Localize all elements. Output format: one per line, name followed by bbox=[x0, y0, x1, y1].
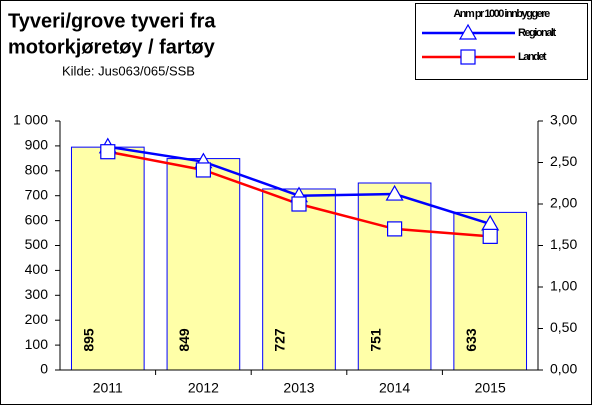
legend-label: Regionalt bbox=[518, 27, 556, 39]
y2-tick-label: 2,50 bbox=[550, 153, 577, 169]
y2-tick-label: 0,00 bbox=[550, 361, 577, 377]
bar-value-label: 751 bbox=[367, 328, 383, 352]
bar-value-label: 727 bbox=[272, 328, 288, 352]
x-tick-label: 2014 bbox=[379, 380, 410, 396]
x-tick-label: 2012 bbox=[188, 380, 219, 396]
y-tick-label: 500 bbox=[25, 236, 49, 252]
y-tick-label: 1 000 bbox=[13, 112, 48, 128]
y-tick-label: 800 bbox=[25, 162, 49, 178]
line-marker bbox=[385, 184, 404, 201]
chart-title: motorkjøretøy / fartøy bbox=[8, 36, 216, 58]
line-marker bbox=[387, 221, 403, 237]
legend-title: Anm pr 1000 innbyggere bbox=[453, 8, 550, 20]
y-tick-label: 700 bbox=[25, 186, 49, 202]
line-marker bbox=[100, 144, 116, 160]
chart-subtitle: Kilde: Jus063/065/SSB bbox=[62, 63, 195, 78]
y-tick-label: 200 bbox=[25, 311, 49, 327]
y2-tick-label: 0,50 bbox=[550, 319, 577, 335]
x-tick-label: 2011 bbox=[93, 380, 123, 396]
y-tick-label: 100 bbox=[25, 336, 49, 352]
y-tick-label: 300 bbox=[25, 286, 49, 302]
bar bbox=[166, 158, 241, 371]
line-marker bbox=[291, 196, 307, 212]
line-marker bbox=[195, 162, 211, 178]
y-tick-label: 600 bbox=[25, 211, 49, 227]
bar-value-label: 849 bbox=[176, 328, 192, 352]
legend-marker bbox=[460, 49, 476, 65]
legend-label: Landet bbox=[518, 51, 547, 63]
x-tick-label: 2015 bbox=[475, 380, 506, 396]
legend-marker bbox=[458, 23, 478, 40]
y-tick-label: 900 bbox=[25, 137, 49, 153]
bar bbox=[357, 182, 432, 371]
y2-tick-label: 1,00 bbox=[550, 278, 577, 294]
bar-value-label: 633 bbox=[463, 328, 479, 352]
legend-box bbox=[415, 3, 588, 80]
y2-tick-label: 2,00 bbox=[550, 195, 577, 211]
bar bbox=[262, 188, 336, 371]
y-tick-label: 0 bbox=[40, 361, 48, 377]
x-tick-label: 2013 bbox=[283, 380, 314, 396]
bar-value-label: 895 bbox=[81, 328, 97, 352]
y2-tick-label: 3,00 bbox=[550, 112, 577, 128]
y2-tick-label: 1,50 bbox=[550, 236, 577, 252]
chart-title: Tyveri/grove tyveri fra bbox=[8, 10, 216, 32]
line-marker bbox=[482, 228, 498, 244]
y-tick-label: 400 bbox=[25, 261, 49, 277]
